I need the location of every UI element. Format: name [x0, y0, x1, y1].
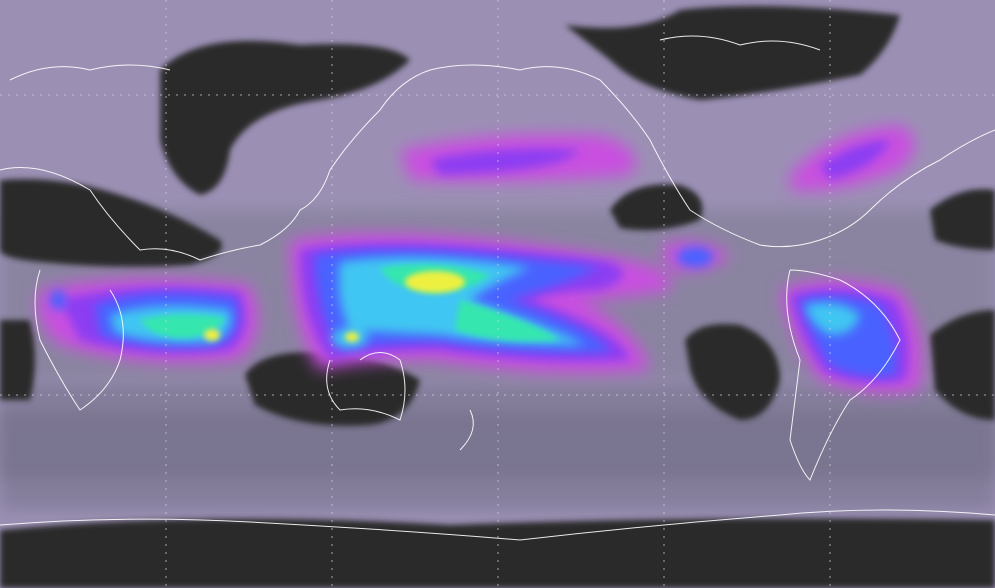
precipitation-yellow	[204, 271, 465, 342]
coastlines	[0, 35, 995, 541]
